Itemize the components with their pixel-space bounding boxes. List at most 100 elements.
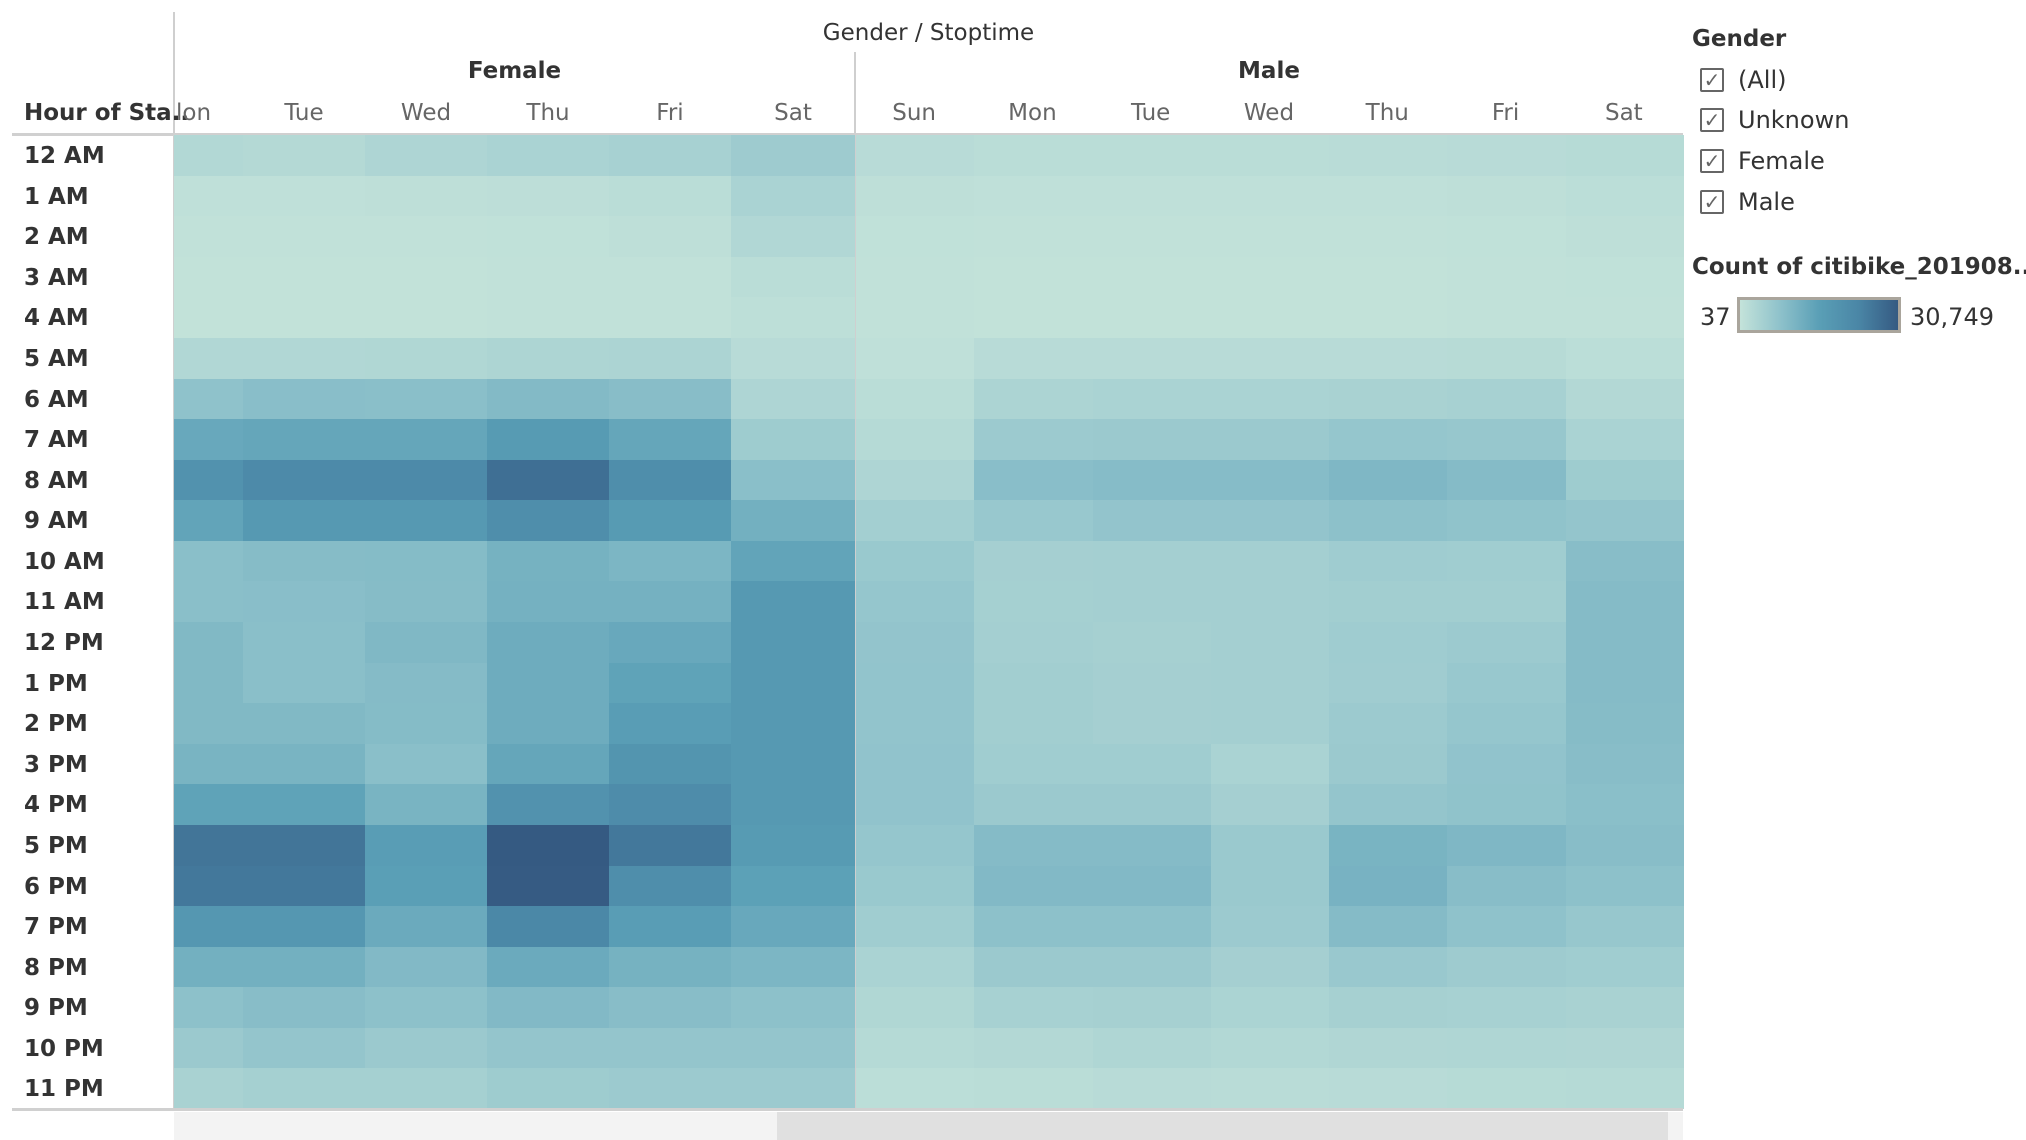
heatmap-cell[interactable] <box>974 175 1094 217</box>
heatmap-cell[interactable] <box>1329 378 1448 420</box>
heatmap-cell[interactable] <box>1329 337 1448 379</box>
heatmap-cell[interactable] <box>1210 1068 1330 1110</box>
heatmap-cell[interactable] <box>609 581 731 623</box>
heatmap-cell[interactable] <box>731 1027 855 1069</box>
heatmap-cell[interactable] <box>243 581 365 623</box>
heatmap-cell[interactable] <box>609 662 731 704</box>
heatmap-cell[interactable] <box>487 865 609 907</box>
heatmap-cell[interactable] <box>1092 135 1212 177</box>
heatmap-cell[interactable] <box>243 865 365 907</box>
heatmap-cell[interactable] <box>1092 175 1212 217</box>
heatmap-cell[interactable] <box>487 946 609 988</box>
heatmap-cell[interactable] <box>243 1027 365 1069</box>
heatmap-cell[interactable] <box>856 419 975 461</box>
heatmap-cell[interactable] <box>243 540 365 582</box>
filter-item-female[interactable]: ✓ Female <box>1700 146 1825 176</box>
heatmap-cell[interactable] <box>1565 703 1685 745</box>
heatmap-cell[interactable] <box>731 824 855 866</box>
heatmap-cell[interactable] <box>365 175 487 217</box>
heatmap-cell[interactable] <box>174 784 243 826</box>
heatmap-cell[interactable] <box>487 581 609 623</box>
heatmap-cell[interactable] <box>365 824 487 866</box>
heatmap-cell[interactable] <box>365 540 487 582</box>
heatmap-cell[interactable] <box>1565 135 1685 177</box>
heatmap-cell[interactable] <box>243 784 365 826</box>
heatmap-cell[interactable] <box>243 419 365 461</box>
heatmap-cell[interactable] <box>1092 581 1212 623</box>
heatmap-cell[interactable] <box>856 175 975 217</box>
heatmap-cell[interactable] <box>1329 865 1448 907</box>
heatmap-cell[interactable] <box>856 337 975 379</box>
heatmap-cell[interactable] <box>174 824 243 866</box>
heatmap-cell[interactable] <box>1210 743 1330 785</box>
heatmap-cell[interactable] <box>1329 946 1448 988</box>
heatmap-cell[interactable] <box>487 500 609 542</box>
heatmap-cell[interactable] <box>1210 500 1330 542</box>
heatmap-cell[interactable] <box>1092 865 1212 907</box>
heatmap-cell[interactable] <box>1329 540 1448 582</box>
heatmap-cell[interactable] <box>1447 865 1567 907</box>
heatmap-cell[interactable] <box>1210 824 1330 866</box>
heatmap-cell[interactable] <box>1447 622 1567 664</box>
heatmap-cell[interactable] <box>243 906 365 948</box>
heatmap-cell[interactable] <box>731 662 855 704</box>
heatmap-cell[interactable] <box>365 743 487 785</box>
heatmap-cell[interactable] <box>1565 662 1685 704</box>
heatmap-cell[interactable] <box>1565 824 1685 866</box>
heatmap-cell[interactable] <box>731 297 855 339</box>
heatmap-cell[interactable] <box>174 581 243 623</box>
heatmap-cell[interactable] <box>1447 337 1567 379</box>
heatmap-cell[interactable] <box>365 1027 487 1069</box>
heatmap-cell[interactable] <box>731 540 855 582</box>
heatmap-cell[interactable] <box>856 500 975 542</box>
heatmap-cell[interactable] <box>174 987 243 1029</box>
heatmap-cell[interactable] <box>974 135 1094 177</box>
heatmap-cell[interactable] <box>365 500 487 542</box>
heatmap-cell[interactable] <box>243 378 365 420</box>
heatmap-cell[interactable] <box>1092 824 1212 866</box>
heatmap-cell[interactable] <box>1210 459 1330 501</box>
heatmap-cell[interactable] <box>1447 175 1567 217</box>
heatmap-cell[interactable] <box>1329 703 1448 745</box>
heatmap-cell[interactable] <box>1447 459 1567 501</box>
heatmap-cell[interactable] <box>487 1068 609 1110</box>
heatmap-cell[interactable] <box>731 1068 855 1110</box>
heatmap-cell[interactable] <box>609 987 731 1029</box>
heatmap-cell[interactable] <box>1092 337 1212 379</box>
heatmap-cell[interactable] <box>1447 419 1567 461</box>
heatmap-cell[interactable] <box>609 703 731 745</box>
heatmap-cell[interactable] <box>1092 784 1212 826</box>
heatmap-cell[interactable] <box>243 946 365 988</box>
heatmap-cell[interactable] <box>1329 135 1448 177</box>
heatmap-cell[interactable] <box>365 987 487 1029</box>
heatmap-cell[interactable] <box>609 378 731 420</box>
heatmap-cell[interactable] <box>243 216 365 258</box>
heatmap-cell[interactable] <box>487 216 609 258</box>
heatmap-cell[interactable] <box>1447 378 1567 420</box>
heatmap-cell[interactable] <box>174 540 243 582</box>
heatmap-cell[interactable] <box>365 906 487 948</box>
heatmap-cell[interactable] <box>365 662 487 704</box>
heatmap-cell[interactable] <box>1565 337 1685 379</box>
filter-item-all[interactable]: ✓ (All) <box>1700 65 1786 95</box>
heatmap-cell[interactable] <box>1329 297 1448 339</box>
heatmap-cell[interactable] <box>1092 216 1212 258</box>
heatmap-cell[interactable] <box>365 378 487 420</box>
heatmap-cell[interactable] <box>1210 175 1330 217</box>
heatmap-cell[interactable] <box>1210 906 1330 948</box>
heatmap-cell[interactable] <box>1329 662 1448 704</box>
heatmap-cell[interactable] <box>1447 216 1567 258</box>
heatmap-cell[interactable] <box>1092 500 1212 542</box>
heatmap-cell[interactable] <box>1210 256 1330 298</box>
heatmap-cell[interactable] <box>174 703 243 745</box>
heatmap-cell[interactable] <box>1565 1068 1685 1110</box>
heatmap-cell[interactable] <box>974 743 1094 785</box>
heatmap-cell[interactable] <box>487 419 609 461</box>
heatmap-cell[interactable] <box>856 581 975 623</box>
heatmap-cell[interactable] <box>609 459 731 501</box>
heatmap-cell[interactable] <box>856 1068 975 1110</box>
heatmap-cell[interactable] <box>1329 216 1448 258</box>
heatmap-cell[interactable] <box>731 581 855 623</box>
heatmap-cell[interactable] <box>974 419 1094 461</box>
heatmap-cell[interactable] <box>974 378 1094 420</box>
